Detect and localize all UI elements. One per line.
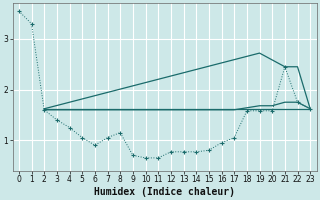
X-axis label: Humidex (Indice chaleur): Humidex (Indice chaleur)	[94, 186, 235, 197]
